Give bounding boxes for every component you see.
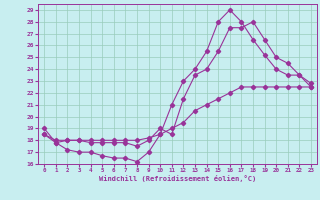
X-axis label: Windchill (Refroidissement éolien,°C): Windchill (Refroidissement éolien,°C) (99, 175, 256, 182)
